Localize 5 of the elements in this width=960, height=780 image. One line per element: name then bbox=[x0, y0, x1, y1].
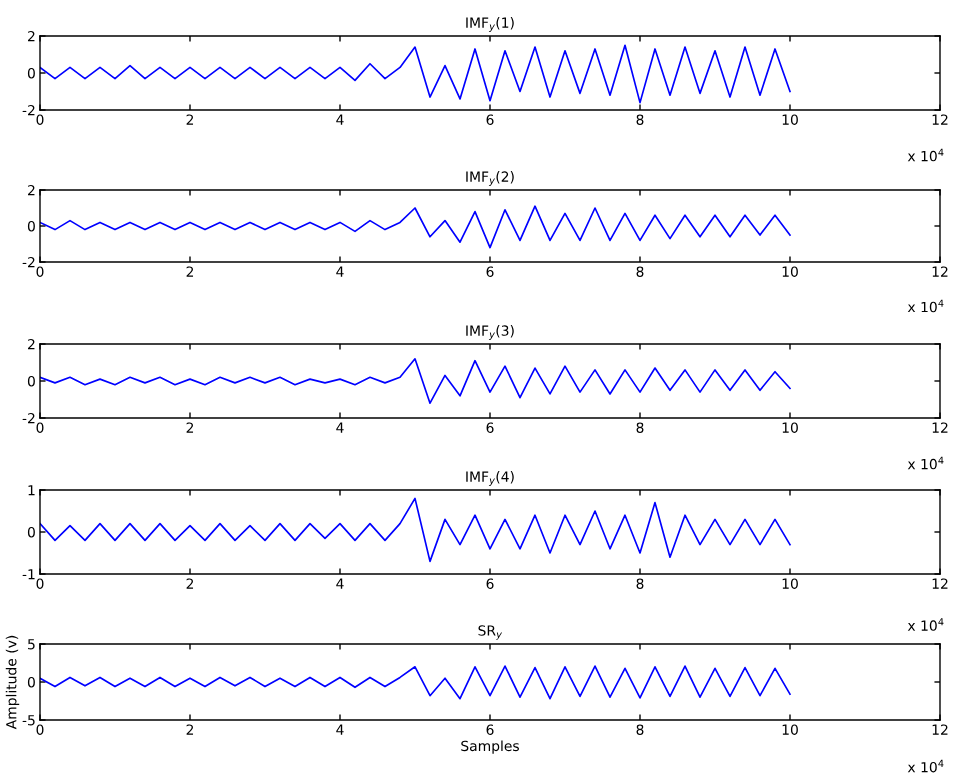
line-series bbox=[40, 665, 791, 700]
line-series bbox=[40, 497, 791, 563]
line-series bbox=[40, 205, 791, 249]
line-series bbox=[40, 44, 791, 104]
line-series bbox=[40, 357, 791, 405]
